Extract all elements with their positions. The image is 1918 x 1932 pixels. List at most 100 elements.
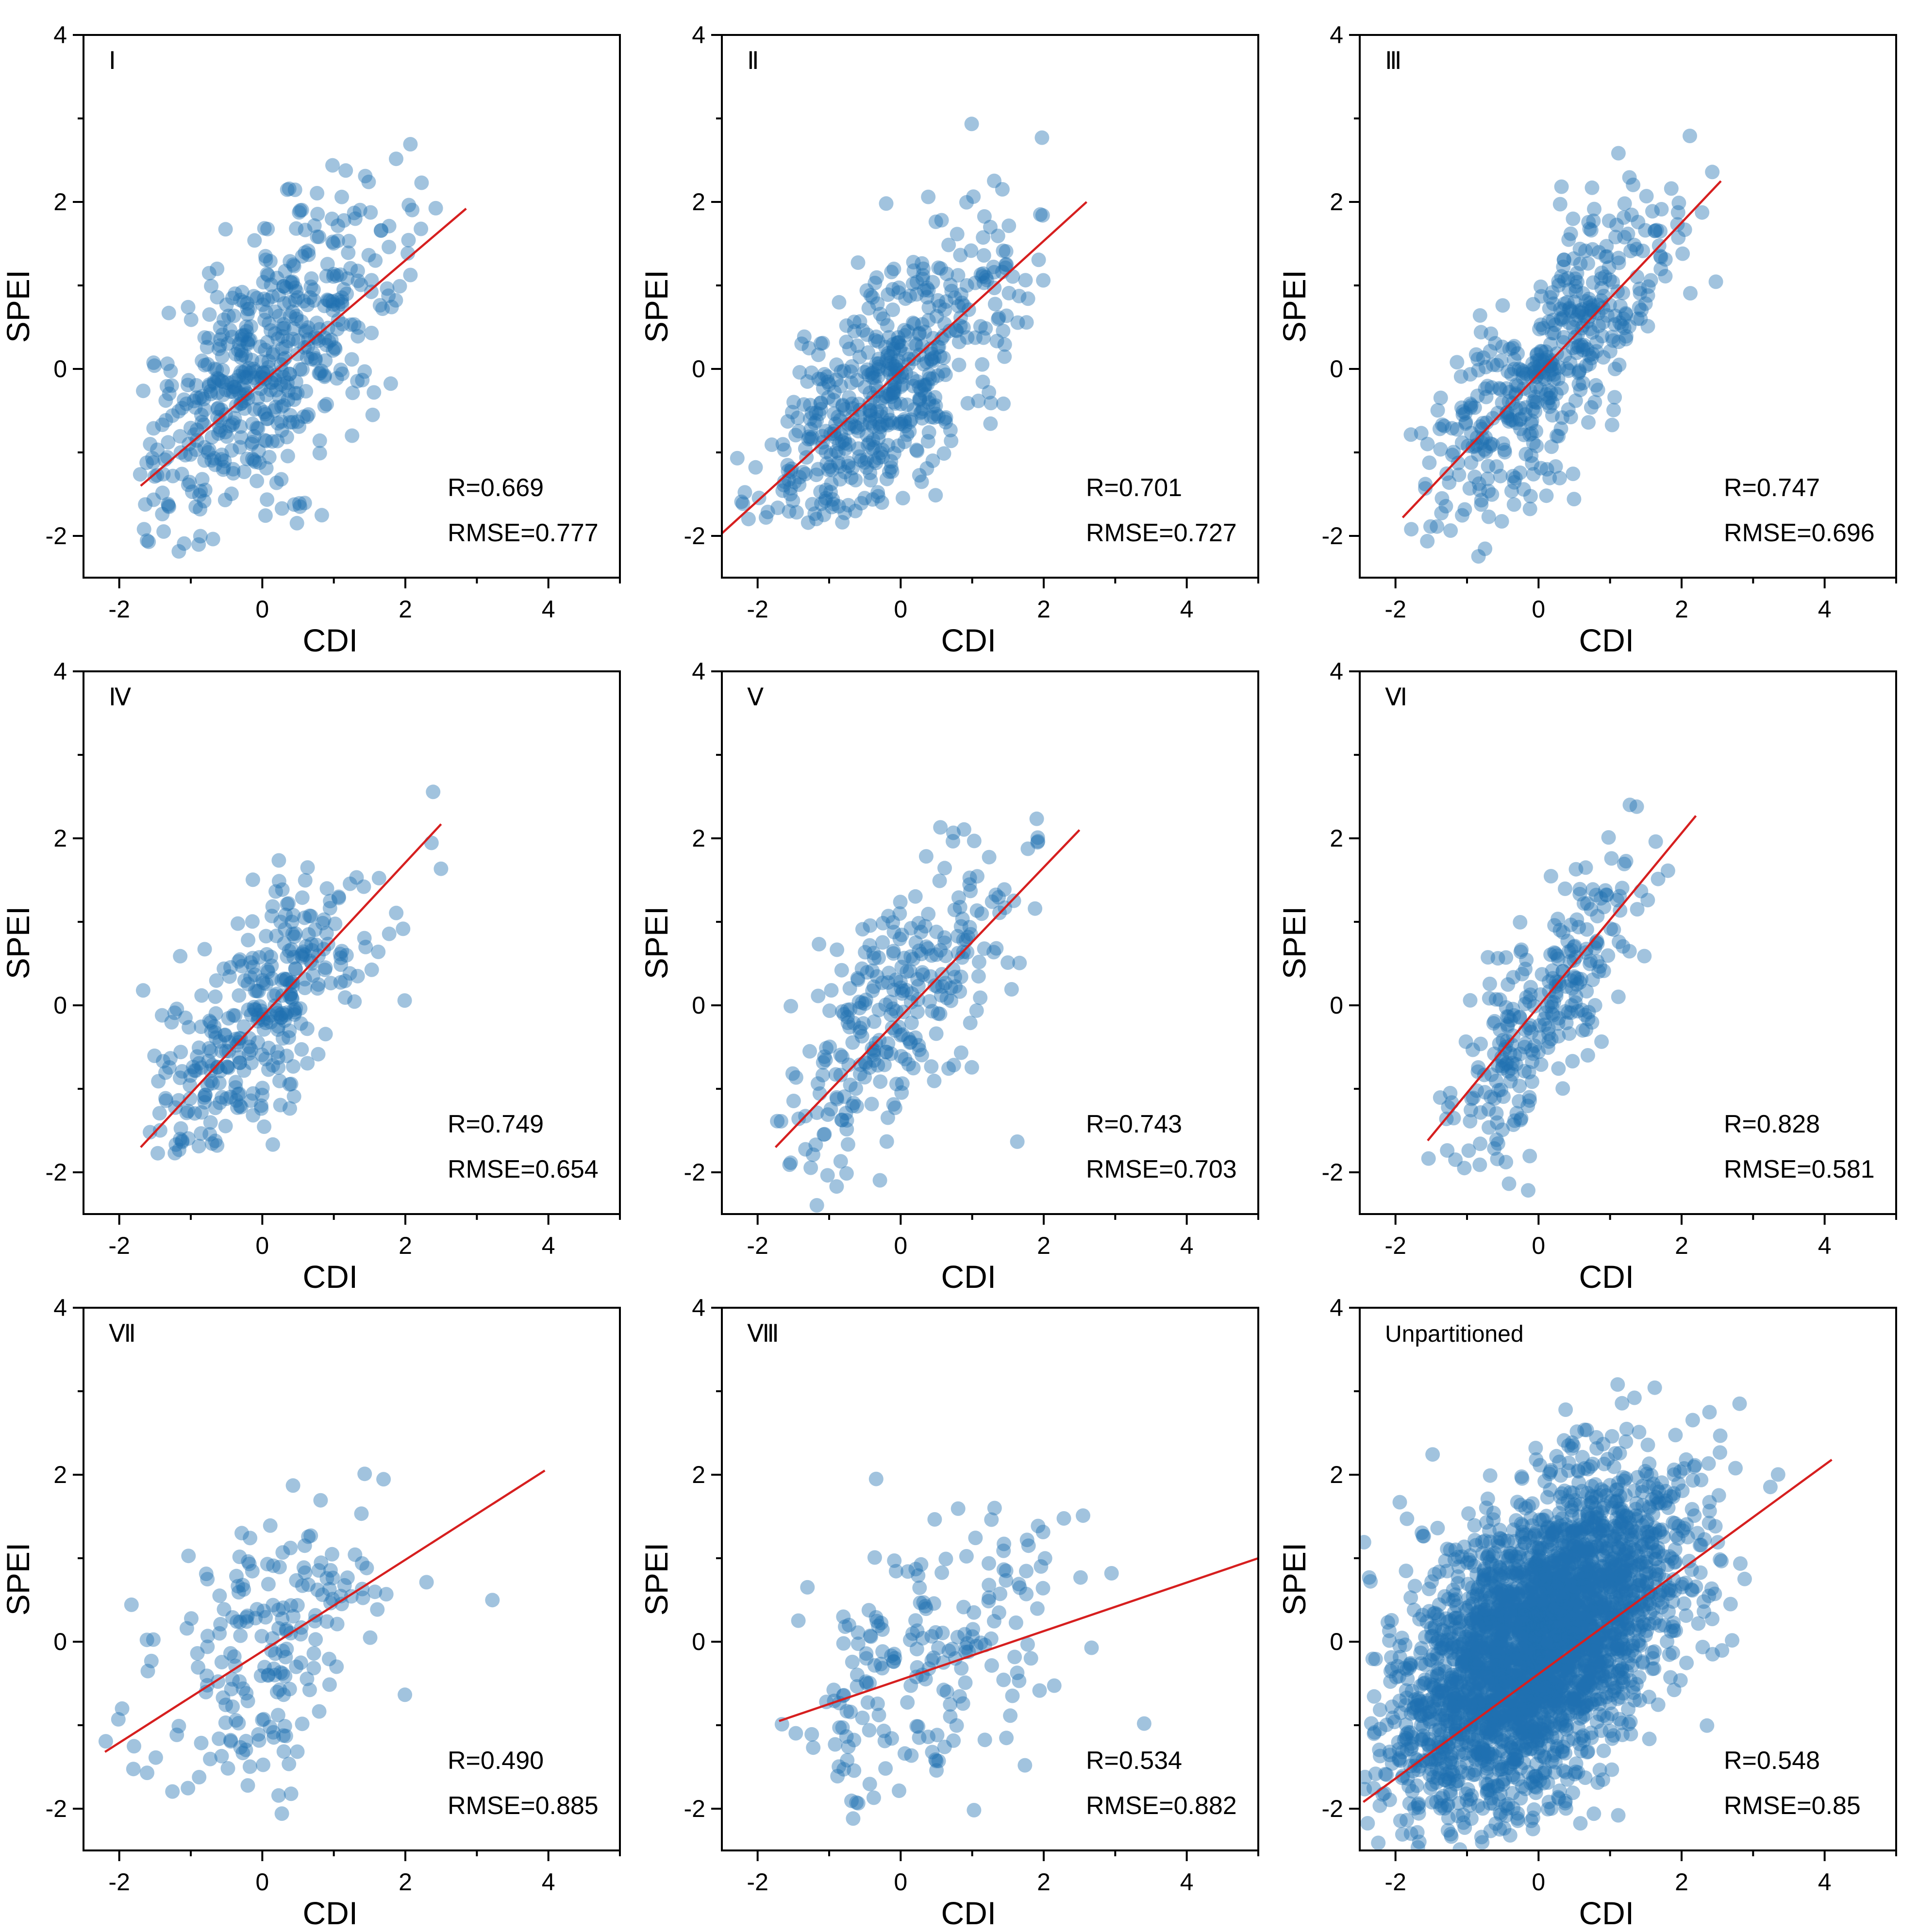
- data-point: [1605, 275, 1620, 290]
- data-point: [973, 1635, 988, 1650]
- data-point: [1485, 1688, 1500, 1703]
- data-point: [233, 364, 249, 379]
- data-point: [912, 391, 927, 406]
- data-point: [1413, 1708, 1428, 1723]
- data-point: [1461, 1681, 1476, 1696]
- data-point: [155, 507, 170, 521]
- data-point: [1513, 401, 1528, 416]
- data-point: [1649, 223, 1664, 237]
- data-point: [356, 879, 371, 894]
- data-point: [758, 510, 773, 525]
- data-point: [1529, 1682, 1544, 1697]
- data-point: [214, 373, 229, 388]
- data-point: [809, 512, 824, 527]
- data-point: [1545, 1730, 1560, 1745]
- data-point: [1577, 1572, 1592, 1587]
- data-point: [251, 1011, 266, 1026]
- data-point: [958, 1675, 973, 1690]
- data-point: [150, 468, 165, 483]
- data-point: [1471, 1741, 1486, 1756]
- data-point: [1528, 404, 1543, 419]
- data-point: [1590, 383, 1605, 398]
- data-point: [1599, 1598, 1614, 1613]
- data-point: [325, 294, 340, 309]
- data-point: [1637, 949, 1652, 964]
- data-point: [1574, 305, 1589, 320]
- y-tick-label: -2: [684, 1159, 705, 1186]
- data-point: [370, 1602, 385, 1617]
- data-point: [869, 969, 884, 984]
- data-point: [1420, 436, 1435, 451]
- data-point: [221, 308, 236, 323]
- data-point: [1566, 1785, 1581, 1800]
- data-point: [312, 230, 327, 244]
- data-point: [282, 1077, 297, 1092]
- data-point: [1639, 1575, 1654, 1590]
- data-point: [868, 455, 884, 470]
- data-point: [212, 1095, 227, 1110]
- data-point: [1627, 1623, 1642, 1638]
- data-point: [264, 949, 278, 965]
- data-point: [200, 357, 215, 372]
- data-point: [1515, 1620, 1530, 1635]
- data-point: [1564, 304, 1579, 319]
- data-point: [214, 452, 229, 467]
- data-point: [278, 1649, 293, 1665]
- data-point: [893, 980, 908, 995]
- data-point: [303, 954, 318, 969]
- data-point: [1536, 1585, 1551, 1600]
- data-point: [1463, 1548, 1478, 1563]
- data-point: [997, 337, 1012, 352]
- data-point: [1554, 381, 1569, 396]
- data-point: [1563, 1622, 1578, 1637]
- data-point: [1462, 1616, 1476, 1631]
- data-point: [355, 373, 370, 387]
- data-point: [1437, 418, 1452, 433]
- data-point: [278, 907, 293, 922]
- data-point: [859, 460, 874, 475]
- data-point: [963, 927, 978, 942]
- data-point: [1525, 1054, 1540, 1069]
- data-point: [301, 332, 316, 347]
- data-point: [253, 339, 268, 354]
- data-point: [1600, 1605, 1615, 1620]
- data-point: [1558, 1796, 1573, 1811]
- data-point: [875, 1661, 890, 1676]
- data-point: [1581, 1667, 1596, 1682]
- data-point: [1576, 1681, 1591, 1696]
- data-point: [1548, 459, 1563, 474]
- data-point: [1498, 1613, 1513, 1628]
- data-point: [873, 403, 888, 418]
- data-point: [798, 441, 813, 456]
- rmse-value-label: RMSE=0.654: [448, 1155, 599, 1183]
- data-point: [1491, 1713, 1506, 1728]
- data-point: [1667, 1555, 1682, 1570]
- data-point: [287, 1005, 302, 1020]
- data-point: [1553, 1673, 1568, 1688]
- data-point: [1496, 436, 1510, 451]
- data-point: [840, 1010, 855, 1025]
- data-point: [1517, 1535, 1532, 1550]
- data-point: [1632, 282, 1647, 297]
- data-point: [214, 1749, 229, 1764]
- data-point: [885, 386, 901, 401]
- data-point: [1003, 1708, 1018, 1723]
- data-point: [921, 300, 936, 315]
- data-point: [269, 1684, 284, 1699]
- data-point: [1552, 470, 1567, 485]
- x-tick-label: 0: [894, 1868, 907, 1896]
- data-point: [245, 352, 259, 367]
- data-point: [1407, 1579, 1422, 1594]
- data-point: [827, 406, 842, 421]
- data-point: [1615, 1396, 1630, 1411]
- data-point: [258, 1051, 273, 1066]
- data-point: [834, 1004, 850, 1019]
- data-point: [274, 423, 289, 438]
- data-point: [1471, 1605, 1486, 1620]
- y-tick-label: 0: [53, 1628, 67, 1655]
- data-point: [241, 332, 256, 347]
- data-point: [960, 396, 975, 411]
- data-point: [1514, 1111, 1529, 1126]
- data-point: [226, 415, 241, 430]
- data-point: [250, 473, 265, 488]
